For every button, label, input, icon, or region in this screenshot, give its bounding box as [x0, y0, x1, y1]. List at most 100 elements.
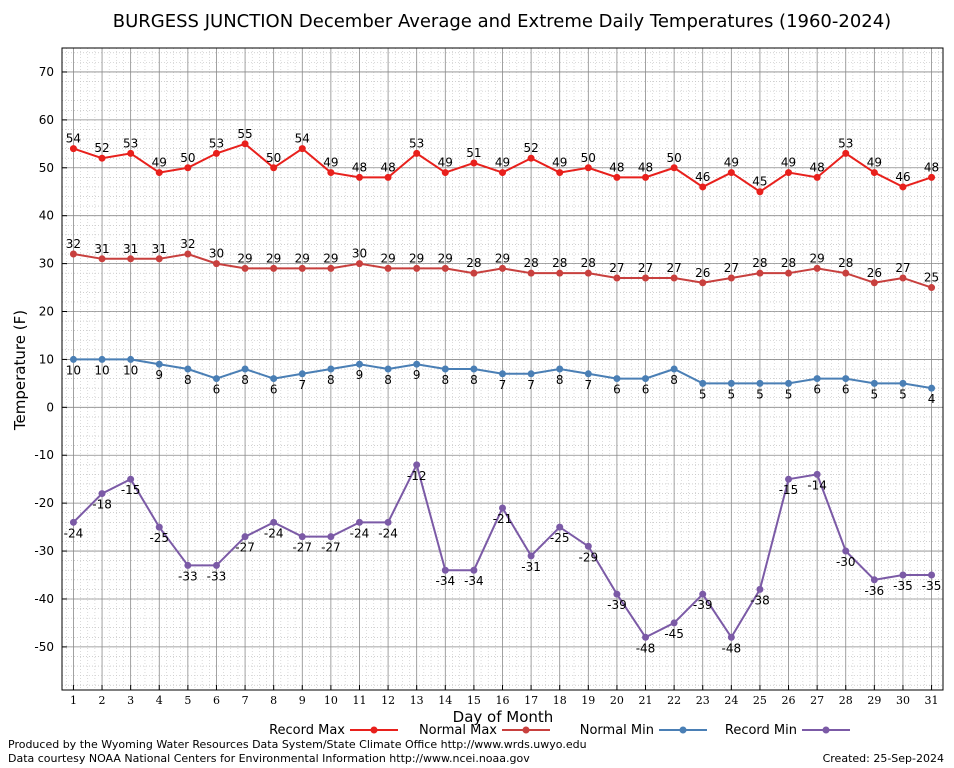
- x-tick-label: 11: [352, 694, 366, 707]
- data-point: [441, 169, 449, 177]
- data-label: -48: [636, 641, 656, 655]
- data-label: -35: [893, 579, 913, 593]
- data-point: [127, 355, 135, 363]
- data-label: 6: [213, 383, 221, 397]
- data-point: [556, 169, 564, 177]
- data-point: [184, 365, 192, 373]
- x-tick-label: 14: [438, 694, 452, 707]
- x-tick-label: 1: [70, 694, 77, 707]
- data-label: -27: [321, 541, 341, 555]
- x-tick-label: 5: [184, 694, 191, 707]
- y-tick-label: -10: [34, 448, 54, 462]
- data-label: 53: [409, 136, 424, 150]
- data-label: 50: [180, 151, 195, 165]
- data-point: [670, 274, 678, 282]
- data-label: 49: [552, 156, 567, 170]
- y-axis-label: Temperature (F): [11, 310, 29, 431]
- data-point: [756, 188, 764, 196]
- legend-item: Normal Min: [580, 723, 707, 738]
- data-point: [441, 264, 449, 272]
- data-label: 53: [123, 136, 138, 150]
- data-label: 8: [384, 373, 392, 387]
- data-point: [98, 154, 106, 162]
- data-label: 28: [552, 256, 567, 270]
- legend-swatch-marker: [370, 726, 378, 734]
- data-point: [270, 375, 278, 383]
- footer-courtesy: Data courtesy NOAA National Centers for …: [8, 752, 530, 765]
- series-record-min: -24 -18 -15 -25 -33 -33 -27 -24 -27 -27 -24 -24 -12 -…: [64, 461, 941, 655]
- data-label: 6: [613, 383, 621, 397]
- data-label: 8: [441, 373, 449, 387]
- legend-swatch-marker: [679, 726, 687, 734]
- data-point: [899, 274, 907, 282]
- data-point: [69, 355, 77, 363]
- data-label: 8: [556, 373, 564, 387]
- data-point: [670, 164, 678, 172]
- data-point: [527, 154, 535, 162]
- data-label: 8: [327, 373, 335, 387]
- data-label: 5: [785, 387, 793, 401]
- x-tick-label: 28: [839, 694, 853, 707]
- data-label: 8: [470, 373, 478, 387]
- data-label: 49: [495, 156, 510, 170]
- data-label: 55: [237, 127, 252, 141]
- legend-label: Record Max: [269, 723, 345, 738]
- data-label: 27: [895, 261, 910, 275]
- data-point: [642, 375, 650, 383]
- footer-producer: Produced by the Wyoming Water Resources …: [8, 738, 587, 751]
- y-tick-label: 0: [46, 400, 54, 414]
- data-point: [470, 159, 478, 167]
- data-point: [441, 566, 449, 574]
- data-label: 27: [638, 261, 653, 275]
- x-tick-label: 9: [299, 694, 306, 707]
- y-tick-label: 40: [39, 209, 54, 223]
- data-point: [642, 274, 650, 282]
- data-point: [212, 561, 220, 569]
- data-label: -34: [464, 574, 484, 588]
- y-tick-label: -40: [34, 592, 54, 606]
- data-point: [699, 279, 707, 287]
- data-label: 30: [209, 247, 224, 261]
- y-tick-label: 10: [39, 352, 54, 366]
- data-label: 46: [895, 170, 910, 184]
- x-tick-label: 17: [524, 694, 538, 707]
- data-label: 48: [810, 160, 825, 174]
- legend-swatch-marker: [822, 726, 830, 734]
- x-tick-label: 18: [553, 694, 567, 707]
- x-tick-label: 10: [324, 694, 338, 707]
- data-point: [499, 504, 506, 512]
- data-label: 5: [728, 387, 736, 401]
- data-label: -24: [264, 526, 284, 540]
- data-label: 53: [209, 136, 224, 150]
- data-label: -15: [121, 483, 141, 497]
- data-point: [155, 360, 163, 368]
- data-label: -21: [493, 512, 513, 526]
- x-tick-label: 29: [867, 694, 881, 707]
- data-point: [584, 370, 592, 378]
- data-point: [384, 518, 392, 526]
- data-point: [699, 183, 707, 191]
- data-point: [127, 475, 135, 483]
- data-point: [785, 169, 793, 177]
- data-label: -25: [149, 531, 169, 545]
- data-point: [813, 375, 821, 383]
- data-label: 29: [323, 251, 338, 265]
- data-point: [355, 360, 363, 368]
- data-point: [727, 274, 735, 282]
- data-label: 29: [237, 251, 252, 265]
- data-point: [727, 169, 735, 177]
- data-label: 5: [699, 387, 707, 401]
- data-point: [756, 269, 764, 277]
- x-tick-label: 12: [381, 694, 395, 707]
- data-point: [155, 255, 163, 263]
- data-point: [613, 375, 621, 383]
- data-point: [413, 149, 421, 157]
- data-point: [298, 533, 306, 541]
- data-label: 48: [638, 160, 653, 174]
- data-label: -38: [750, 593, 770, 607]
- data-point: [584, 164, 592, 172]
- data-label: 28: [466, 256, 481, 270]
- data-label: 27: [724, 261, 739, 275]
- y-tick-label: -30: [34, 544, 54, 558]
- data-point: [756, 379, 764, 387]
